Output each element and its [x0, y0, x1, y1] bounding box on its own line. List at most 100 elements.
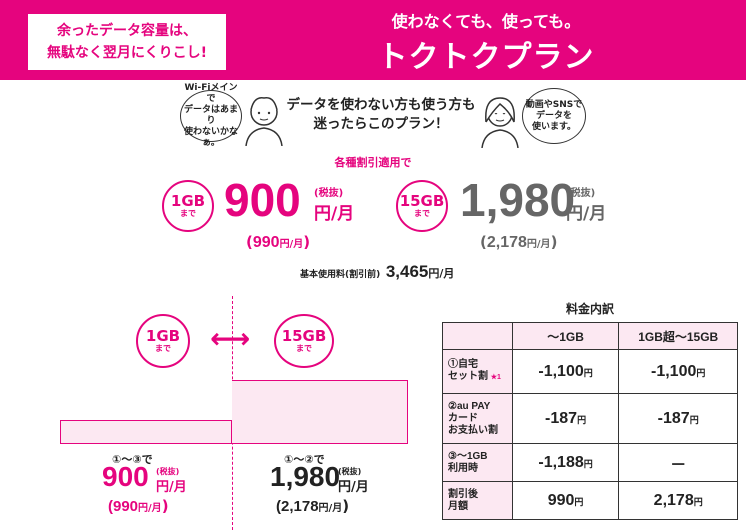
graph-right-incl-value: (2,178	[276, 498, 319, 515]
cell-amount: 2,178	[653, 491, 694, 509]
plan-bar-15gb	[232, 380, 408, 444]
tagline-line-2: 迷ったらこのプラン！	[313, 116, 449, 132]
cell-value: －	[618, 443, 738, 482]
cell-amount: －	[670, 456, 687, 474]
footnote-mark: ★1	[490, 374, 501, 381]
tier2-incl-value: 2,178	[486, 234, 527, 251]
row-label-line: 割引後	[448, 488, 478, 500]
right-bubble-line: 使います。	[531, 121, 577, 132]
col-header-1gb: ～1GB	[511, 322, 620, 350]
header-subtitle: 使わなくても、使っても。	[391, 12, 581, 31]
discount-note: 各種割引適用で	[334, 156, 412, 169]
plan-title: トクトクプラン	[377, 40, 595, 75]
graph-right-made: まで	[296, 343, 312, 353]
cell-amount: -1,100	[538, 362, 584, 380]
tagline: データを使わない方も使う方も 迷ったらこのプラン！	[286, 96, 476, 134]
cell-value: 2,178円	[618, 481, 738, 520]
row-label-after-discount: 割引後 月額	[442, 481, 513, 520]
left-bubble-line: データはあまり	[183, 105, 238, 126]
paren: (	[246, 233, 253, 251]
tier2-incl-price: (2,178円/月)	[480, 232, 557, 252]
table-row: ②au PAY カード お支払い割 -187円 -187円	[442, 393, 738, 444]
cell-value: -1,100円	[618, 349, 738, 394]
cell-value: -1,100円	[511, 349, 620, 394]
left-bubble-line: 使わないかなぁ。	[183, 127, 238, 148]
tier2-unit: 円/月	[566, 204, 607, 224]
tier1-unit: 円/月	[314, 204, 355, 224]
graph-right-unit: 円/月	[338, 480, 369, 495]
row-label-1gb-usage: ③～1GB 利用時	[442, 443, 513, 482]
left-speech-bubble: Wi-Fiメインで データはあまり 使わないかなぁ。	[180, 83, 242, 148]
cell-yen: 円	[689, 414, 699, 425]
cell-amount: -187	[657, 409, 690, 427]
row-label-line: ①自宅	[448, 359, 478, 370]
row-label-line: ②au PAY	[448, 400, 491, 412]
tier2-gb: 15GB	[399, 191, 445, 210]
row-label-line: カード	[448, 412, 478, 424]
paren: )	[342, 497, 350, 515]
cell-yen: 円	[583, 367, 593, 378]
tier1-made: まで	[180, 208, 196, 218]
tagline-line-1: データを使わない方も使う方も	[286, 97, 476, 113]
tier2-incl-unit: 円/月	[526, 239, 551, 250]
tier1-price: 900	[224, 174, 301, 226]
left-bubble-line: Wi-Fiメインで	[184, 83, 238, 104]
graph-right-condition: ①～②で	[284, 453, 325, 466]
tier1-gb: 1GB	[170, 191, 206, 210]
cell-yen: 円	[693, 496, 703, 507]
row-label-home-set: ①自宅 セット割 ★1	[442, 349, 513, 394]
tier2-price: 1,980	[460, 174, 576, 226]
graph-right-incl-unit: 円/月	[318, 503, 343, 514]
row-label-au-pay: ②au PAY カード お支払い割	[442, 393, 513, 444]
row-label-line: セット割	[448, 371, 488, 382]
graph-left-condition: ①～③で	[112, 453, 153, 466]
cell-amount: 990	[547, 491, 575, 509]
table-row: ①自宅 セット割 ★1 -1,100円 -1,100円	[442, 349, 738, 394]
graph-right-incl: (2,178円/月)	[276, 496, 349, 515]
row-label-line: ③～1GB	[448, 450, 488, 462]
woman-avatar-icon	[481, 97, 519, 148]
tier1-tax: (税抜)	[314, 188, 344, 199]
table-header-row: ～1GB 1GB超～15GB	[442, 322, 738, 350]
col-header-15gb: 1GB超～15GB	[618, 322, 738, 350]
cell-yen: 円	[583, 458, 593, 469]
graph-1gb-badge: 1GB まで	[136, 314, 190, 368]
cell-amount: -1,188	[538, 453, 584, 471]
tier2-gb-badge: 15GB まで	[396, 180, 448, 232]
cell-yen: 円	[574, 496, 584, 507]
graph-left-incl: (990円/月)	[108, 496, 169, 515]
tier1-incl-value: 990	[252, 234, 280, 251]
cell-value: -187円	[511, 393, 620, 444]
paren: )	[550, 233, 558, 251]
cell-amount: -1,100	[651, 362, 697, 380]
fee-table-title: 料金内訳	[565, 302, 614, 316]
cell-amount: -187	[545, 409, 578, 427]
carryover-tag: 余ったデータ容量は、 無駄なく翌月にくりこし!	[28, 14, 226, 70]
tier1-incl-price: (990円/月)	[246, 232, 310, 252]
cell-value: -187円	[618, 393, 738, 444]
cell-yen: 円	[577, 414, 587, 425]
plan-bar-1gb	[60, 420, 232, 444]
tier1-incl-unit: 円/月	[279, 239, 304, 250]
base-price-unit: 円/月	[428, 267, 455, 280]
table-corner	[442, 322, 513, 350]
graph-right-price: 1,980	[270, 461, 341, 492]
graph-15gb-badge: 15GB まで	[274, 314, 334, 368]
base-price-value: 3,465	[385, 262, 429, 281]
tag-line-2: 無駄なく翌月にくりこし!	[46, 45, 208, 61]
graph-left-incl-unit: 円/月	[138, 503, 162, 514]
double-arrow-icon: ⟷	[210, 322, 251, 355]
table-row: ③～1GB 利用時 -1,188円 －	[442, 443, 738, 482]
man-avatar-icon	[245, 97, 283, 146]
paren: )	[303, 233, 311, 251]
tier1-gb-badge: 1GB まで	[162, 180, 214, 232]
graph-left-price: 900	[102, 461, 149, 492]
right-bubble-line: データを	[535, 110, 572, 121]
base-price-line: 基本使用料(割引前) 3,465円/月	[300, 262, 454, 282]
right-bubble-line: 動画やSNSで	[525, 99, 583, 110]
graph-right-tax: (税抜)	[338, 467, 362, 476]
right-speech-bubble: 動画やSNSで データを 使います。	[522, 88, 586, 144]
row-label-line: 利用時	[448, 462, 478, 474]
cell-value: -1,188円	[511, 443, 620, 482]
graph-left-gb: 1GB	[145, 326, 181, 345]
